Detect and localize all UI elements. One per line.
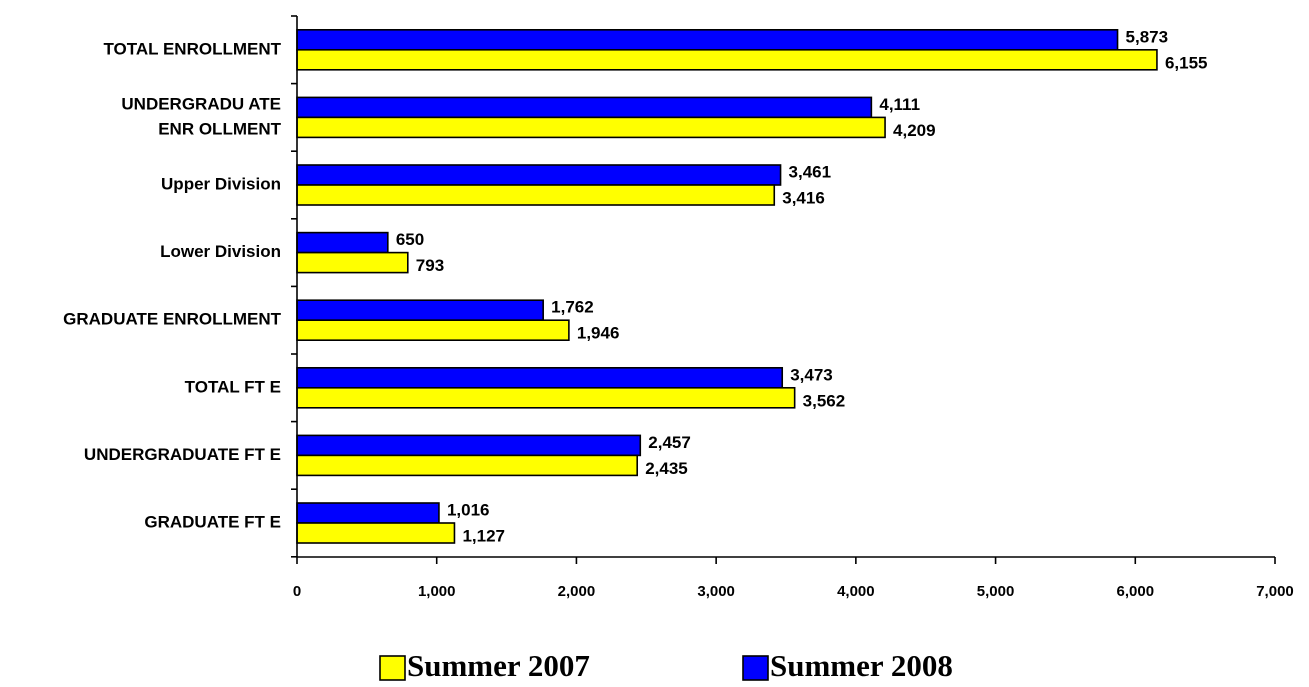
x-tick-label: 0 [293, 583, 301, 600]
data-label: 3,416 [782, 188, 825, 207]
data-label: 1,016 [447, 500, 490, 519]
bars-layer [296, 28, 1158, 544]
category-label: ENR OLLMENT [158, 119, 281, 138]
data-label: 3,473 [790, 365, 833, 384]
bar-summer-2007 [296, 184, 776, 206]
category-label: UNDERGRADU ATE [121, 94, 281, 113]
x-tick-label: 1,000 [418, 583, 456, 600]
bar-summer-2007 [296, 251, 409, 274]
legend: Summer 2007 Summer 2008 [379, 648, 953, 683]
bar-summer-2008 [296, 366, 784, 389]
data-label: 2,457 [648, 433, 691, 452]
x-tick-label: 3,000 [697, 583, 735, 600]
data-label: 1,946 [577, 324, 620, 343]
bar-summer-2008 [296, 299, 544, 322]
category-label: Lower Division [160, 242, 281, 261]
legend-label: Summer 2008 [770, 648, 953, 683]
x-tick-label: 2,000 [558, 583, 596, 600]
x-tick-labels-layer: 0 1,000 2,000 3,000 4,000 5,000 6,000 7,000 [293, 583, 1294, 600]
data-label: 4,111 [879, 95, 920, 114]
data-label: 4,209 [893, 121, 936, 140]
data-label: 1,127 [462, 526, 505, 545]
category-label: UNDERGRADUATE FT E [84, 445, 281, 464]
x-tick-label: 5,000 [977, 583, 1015, 600]
category-labels-layer: TOTAL ENROLLMENT UNDERGRADU ATE ENR OLLMEN… [63, 39, 281, 531]
bar-summer-2007 [296, 522, 456, 544]
category-label: TOTAL ENROLLMENT [103, 39, 281, 58]
bar-summer-2007 [296, 116, 886, 139]
x-tick-label: 6,000 [1117, 583, 1155, 600]
bar-summer-2008 [296, 231, 389, 254]
data-label: 793 [416, 256, 444, 275]
category-label: TOTAL FT E [185, 377, 281, 396]
bar-summer-2008 [296, 96, 873, 119]
x-tick-label: 7,000 [1256, 583, 1294, 600]
category-label: GRADUATE FT E [144, 512, 281, 531]
data-label: 5,873 [1126, 27, 1169, 46]
bar-summer-2008 [296, 164, 782, 186]
data-label: 6,155 [1165, 53, 1208, 72]
category-label: GRADUATE ENROLLMENT [63, 310, 281, 329]
bar-summer-2007 [296, 386, 796, 409]
axes-layer [291, 15, 1276, 564]
data-label: 3,461 [789, 162, 832, 181]
bar-summer-2008 [296, 28, 1119, 51]
bar-summer-2008 [296, 434, 642, 457]
data-label: 1,762 [551, 298, 594, 317]
data-label: 2,435 [645, 459, 688, 478]
bar-summer-2008 [296, 502, 440, 524]
data-labels-layer: 5,873 6,155 4,111 4,209 3,461 3,416 650 793 1,76… [396, 27, 1208, 545]
x-tick-label: 4,000 [837, 583, 875, 600]
data-label: 3,562 [803, 391, 846, 410]
legend-label: Summer 2007 [407, 648, 590, 683]
bar-summer-2007 [296, 319, 570, 342]
legend-swatch [742, 655, 769, 681]
bar-summer-2007 [296, 48, 1158, 71]
data-label: 650 [396, 230, 424, 249]
bar-summer-2007 [296, 454, 639, 477]
legend-swatch [379, 655, 406, 681]
category-label: Upper Division [161, 174, 281, 193]
